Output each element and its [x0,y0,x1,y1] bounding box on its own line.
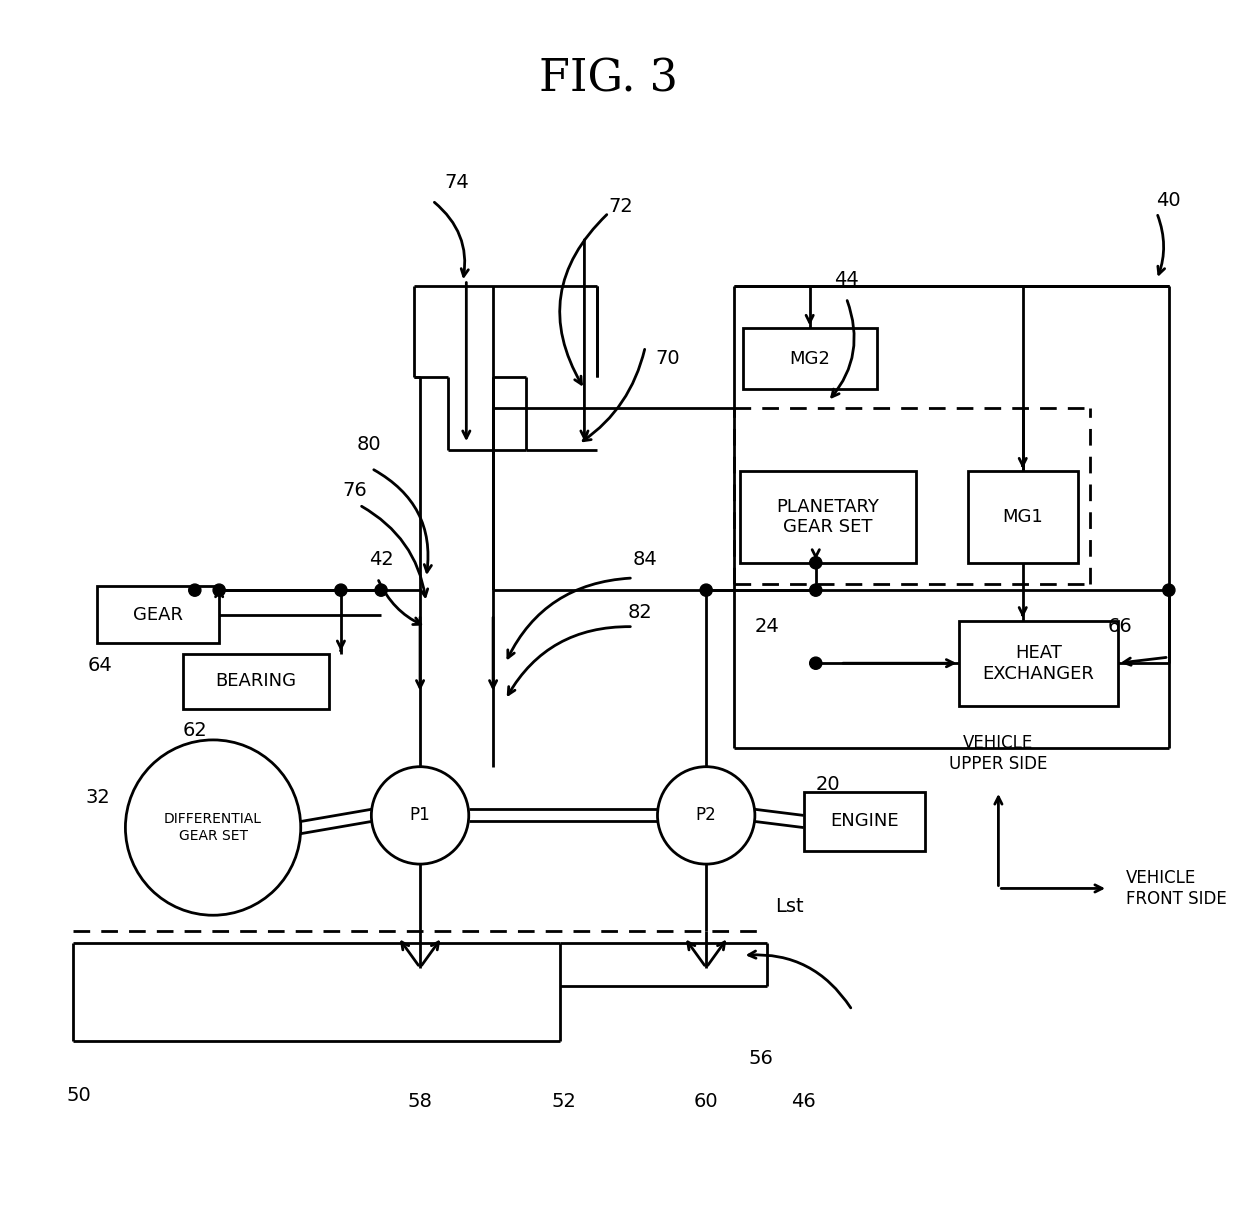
Bar [98,586,219,643]
Text: VEHICLE
FRONT SIDE: VEHICLE FRONT SIDE [1126,869,1228,908]
Text: 32: 32 [86,788,110,806]
Circle shape [810,658,822,670]
Text: ENGINE: ENGINE [830,812,899,831]
Bar [968,472,1078,563]
Text: 72: 72 [609,197,634,216]
Circle shape [335,584,347,596]
Circle shape [374,584,387,596]
Circle shape [188,584,201,596]
Circle shape [810,557,822,569]
Text: 74: 74 [444,173,469,192]
Text: 52: 52 [552,1093,577,1111]
Circle shape [701,584,712,596]
Text: BEARING: BEARING [216,672,296,691]
Text: HEAT
EXCHANGER: HEAT EXCHANGER [982,644,1095,682]
Circle shape [1163,584,1176,596]
Text: 64: 64 [88,656,112,675]
Text: 76: 76 [342,481,367,500]
Text: 20: 20 [816,775,841,794]
Bar [804,793,925,850]
Text: 58: 58 [408,1093,433,1111]
Text: 60: 60 [694,1093,718,1111]
Text: 56: 56 [749,1050,774,1068]
Circle shape [213,584,226,596]
Text: 70: 70 [655,349,680,369]
Circle shape [810,584,822,596]
Text: VEHICLE
UPPER SIDE: VEHICLE UPPER SIDE [949,734,1048,773]
Circle shape [371,767,469,864]
Text: FIG. 3: FIG. 3 [539,58,678,101]
Text: MG1: MG1 [1002,508,1043,526]
Text: MG2: MG2 [789,350,830,367]
Text: 80: 80 [357,435,381,454]
Circle shape [125,740,301,916]
Circle shape [657,767,755,864]
Text: 40: 40 [1157,190,1182,210]
Text: 66: 66 [1107,617,1132,637]
Text: 82: 82 [629,602,652,622]
Text: GEAR: GEAR [133,606,184,623]
Text: P1: P1 [409,806,430,825]
Bar [743,328,877,390]
Bar [182,654,329,709]
Text: PLANETARY
GEAR SET: PLANETARY GEAR SET [776,498,879,537]
Text: DIFFERENTIAL
GEAR SET: DIFFERENTIAL GEAR SET [164,812,262,843]
Text: 46: 46 [791,1093,816,1111]
Text: P2: P2 [696,806,717,825]
Text: Lst: Lst [775,897,804,916]
Text: 62: 62 [182,720,207,740]
Text: 24: 24 [755,617,780,637]
Text: 50: 50 [67,1086,92,1105]
Text: 42: 42 [368,551,393,569]
Text: 84: 84 [632,551,657,569]
Bar [960,621,1117,705]
Bar [740,472,916,563]
Text: 44: 44 [833,270,858,289]
